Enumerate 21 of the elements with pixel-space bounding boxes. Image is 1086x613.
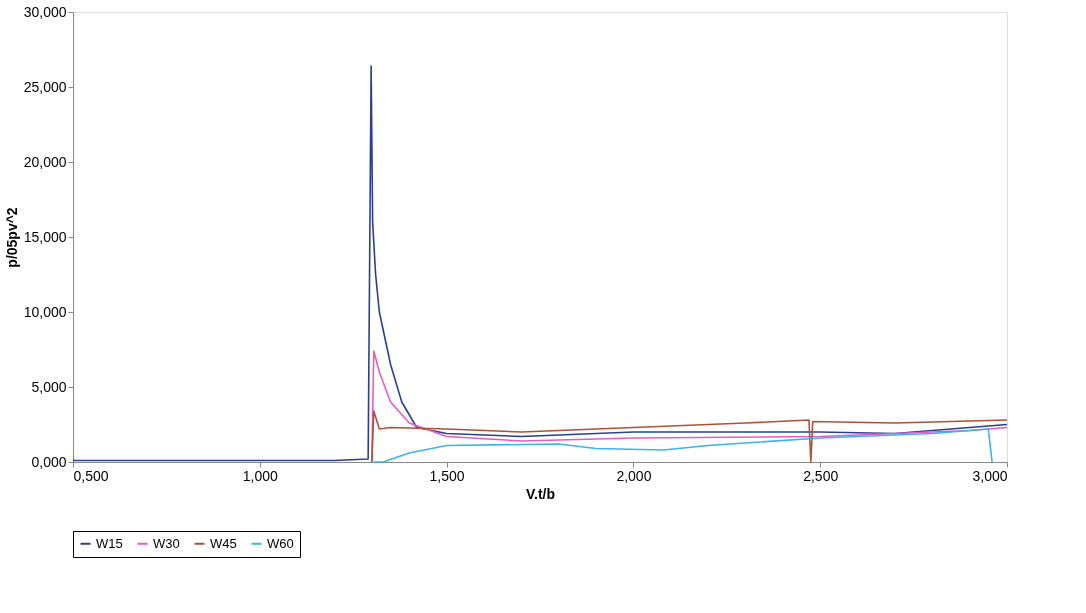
legend-label: W30 (153, 535, 180, 551)
x-tick-label: 1,000 (242, 467, 279, 484)
y-tick-label: 15,000 (23, 228, 67, 245)
legend-label: W45 (210, 535, 237, 551)
x-tick-label: 2,500 (803, 467, 839, 484)
y-tick-label: 25,000 (23, 78, 67, 95)
x-tick-label: 2,000 (616, 467, 652, 484)
line-series (371, 428, 993, 463)
y-tick-label: 10,000 (23, 303, 67, 320)
x-tick-label: 1,500 (429, 467, 465, 484)
line-series (371, 410, 1008, 463)
y-tick-label: 5,000 (31, 378, 67, 395)
y-tick-label: 30,000 (23, 3, 67, 20)
legend-label: W60 (267, 535, 294, 551)
x-tick-label: 3,000 (972, 467, 1008, 484)
legend-label: W15 (96, 535, 123, 551)
y-tick-label: 20,000 (23, 153, 67, 170)
y-tick-label: 0,000 (31, 453, 67, 470)
y-axis-title: p/05pv^2 (3, 207, 20, 268)
x-tick-label: 0,500 (73, 467, 109, 484)
x-axis-title: V.t/b (525, 485, 556, 502)
